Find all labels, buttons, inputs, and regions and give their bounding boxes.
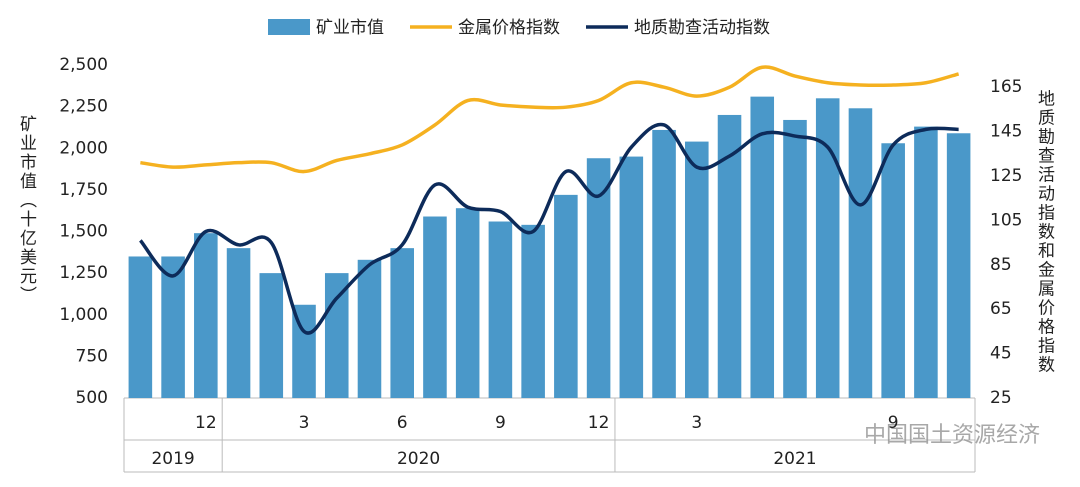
bar [292,304,316,398]
y-tick-label: 750 [76,346,108,366]
x-tick-label: 9 [495,413,506,433]
y-tick-label: 2,000 [59,138,108,158]
bar [815,98,840,399]
x-tick-label: 9 [888,413,899,433]
x-tick-label: 3 [691,413,702,433]
line [140,65,960,174]
watermark: 中国国土资源经济 [864,423,1040,448]
y2-tick-label: 65 [990,299,1012,319]
bar [521,224,545,398]
y2-tick-label: 105 [990,210,1022,230]
line [138,122,959,335]
y2-tick-label: 45 [990,344,1012,364]
bar [226,248,251,398]
y2-tick-label: 165 [990,77,1022,97]
bar [750,96,775,398]
y2-tick-label: 145 [990,122,1022,142]
year-label: 2021 [773,449,816,469]
bar [455,208,480,398]
y2-tick-label: 85 [990,255,1012,275]
legend-label: 矿业市值 [316,18,384,38]
x-tick-label: 3 [299,413,310,433]
bar [128,256,153,398]
bar [390,248,414,398]
bar [586,158,611,398]
bar [619,156,644,398]
x-tick-label: 6 [397,413,408,433]
legend-label: 金属价格指数 [458,18,560,38]
bar [783,119,807,398]
legend-label: 地质勘查活动指数 [634,18,770,38]
y-tick-label: 2,250 [59,97,108,117]
bar [848,108,873,398]
bar [685,141,709,398]
legend-swatch [268,19,310,35]
bar [488,221,513,398]
bar [259,273,284,398]
y-tick-label: 2,500 [59,55,108,75]
bar [357,259,382,398]
y2-tick-label: 125 [990,166,1022,186]
bar [717,114,742,398]
bar [946,133,971,398]
bar [554,194,578,398]
y-tick-label: 1,000 [59,305,108,325]
year-label: 2020 [397,449,440,469]
bar [652,129,676,398]
x-tick-label: 12 [195,413,217,433]
bar [914,126,938,398]
x-tick-label: 12 [588,413,610,433]
y2-tick-label: 25 [990,388,1012,408]
y-axis-title: 矿业市值（十亿美元） [16,115,37,305]
y-tick-label: 1,750 [59,180,108,200]
bar [423,216,447,398]
y2-axis-title: 地质勘查活动指数和金属价格指数 [1034,89,1055,374]
bar [881,143,905,398]
bar [194,233,218,398]
bar [161,256,185,398]
year-label: 2019 [151,449,194,469]
y-tick-label: 1,500 [59,222,108,242]
y-tick-label: 1,250 [59,263,108,283]
y-tick-label: 500 [76,388,108,408]
